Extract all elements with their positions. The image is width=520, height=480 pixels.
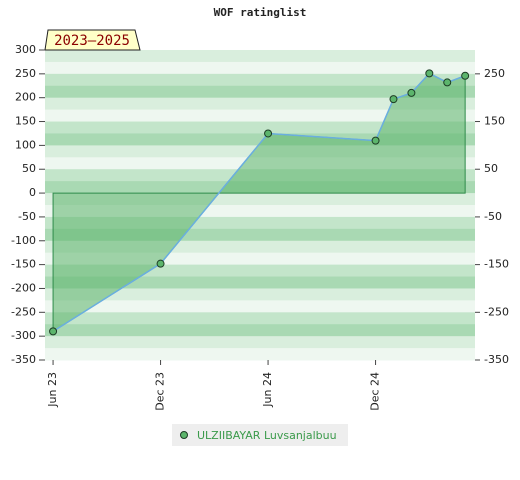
- y-tick-label: 0: [29, 186, 36, 199]
- y2-tick-label: 50: [484, 162, 498, 175]
- point: [156, 259, 165, 268]
- y2-tick-label: 250: [484, 67, 505, 80]
- y2-tick-label: 150: [484, 115, 505, 128]
- stripe: [45, 85, 475, 99]
- stripe: [45, 61, 475, 75]
- y-tick-label: -150: [11, 258, 36, 271]
- stripe: [45, 109, 475, 123]
- stripe: [45, 50, 475, 63]
- legend-marker: [180, 431, 188, 439]
- stripe: [45, 312, 475, 325]
- y-tick-label: -50: [18, 210, 36, 223]
- legend-box: [172, 424, 348, 446]
- y-tick-label: -350: [11, 353, 36, 366]
- x-tick-label: Dec 23: [154, 372, 167, 411]
- y2-tick-label: -50: [484, 210, 502, 223]
- point: [371, 136, 380, 145]
- badge-box: [44, 29, 141, 51]
- y-tick-label: 300: [15, 43, 36, 56]
- stripe: [45, 300, 475, 313]
- point: [264, 129, 273, 138]
- y2-tick-label: -350: [484, 353, 509, 366]
- y2-tick-label: -250: [484, 305, 509, 318]
- x-tick-label: Dec 24: [369, 372, 382, 411]
- point: [443, 78, 452, 87]
- point: [49, 327, 58, 336]
- y-tick-label: 100: [15, 138, 36, 151]
- stripe: [45, 288, 475, 301]
- y-tick-label: 250: [15, 67, 36, 80]
- stripe: [45, 97, 475, 111]
- point: [425, 69, 434, 78]
- y-tick-label: -100: [11, 234, 36, 247]
- stripe: [45, 121, 475, 134]
- y-tick-label: 50: [22, 162, 36, 175]
- badge: 2023–2025: [54, 33, 130, 49]
- point: [461, 71, 470, 80]
- x-tick-label: Jun 24: [261, 372, 274, 408]
- y-tick-label: -250: [11, 305, 36, 318]
- y-tick-label: -200: [11, 281, 36, 294]
- y-tick-label: 200: [15, 91, 36, 104]
- legend-label: ULZIIBAYAR Luvsanjalbuu: [197, 429, 337, 442]
- stripe: [45, 348, 475, 361]
- stripe: [45, 336, 475, 349]
- y2-tick-label: -150: [484, 258, 509, 271]
- point: [389, 95, 398, 104]
- stripe: [45, 73, 475, 87]
- stripe: [45, 276, 475, 289]
- y-tick-label: 150: [15, 115, 36, 128]
- chart-title: WOF ratinglist: [214, 6, 307, 19]
- x-tick-label: Jun 23: [46, 372, 59, 408]
- y-tick-label: -300: [11, 329, 36, 342]
- stripe: [45, 324, 475, 337]
- point: [407, 88, 416, 97]
